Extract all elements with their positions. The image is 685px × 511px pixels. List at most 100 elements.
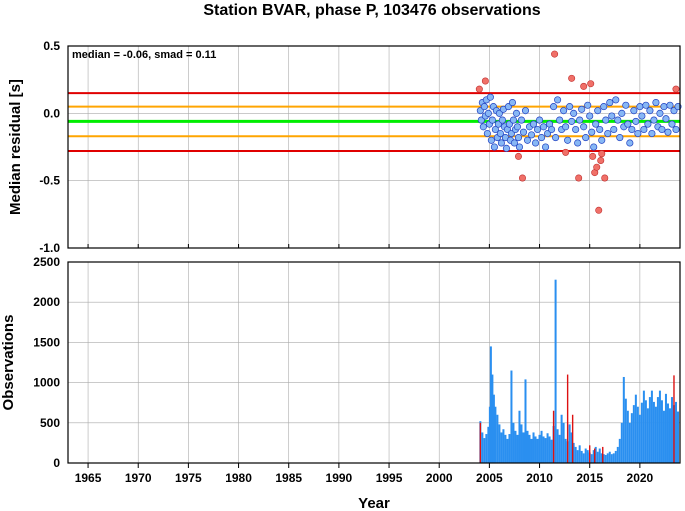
observation-bar bbox=[574, 446, 577, 463]
data-point bbox=[521, 107, 530, 115]
stats-annotation: median = -0.06, smad = 0.11 bbox=[72, 49, 216, 61]
observation-bar bbox=[610, 454, 613, 463]
observation-bar bbox=[496, 414, 499, 463]
observation-bar bbox=[582, 453, 585, 463]
observation-bar bbox=[634, 394, 637, 463]
data-point bbox=[508, 99, 517, 107]
observation-bar bbox=[512, 422, 515, 463]
observation-bar bbox=[568, 424, 571, 463]
data-point bbox=[578, 105, 586, 113]
data-point bbox=[552, 134, 560, 142]
chart-title: Station BVAR, phase P, 103476 observatio… bbox=[203, 2, 540, 19]
data-point bbox=[598, 136, 606, 144]
highlight-bar bbox=[479, 422, 482, 463]
outlier-point bbox=[589, 152, 597, 160]
data-point bbox=[550, 103, 558, 111]
data-point bbox=[514, 134, 523, 142]
data-point bbox=[650, 116, 658, 124]
data-point bbox=[570, 109, 578, 117]
data-point bbox=[638, 112, 646, 120]
data-point bbox=[660, 103, 668, 111]
observation-bar bbox=[520, 424, 523, 463]
observation-bar bbox=[676, 411, 679, 463]
observation-bar bbox=[536, 438, 539, 463]
data-point bbox=[523, 136, 532, 144]
observation-bar bbox=[491, 374, 494, 463]
data-point bbox=[616, 134, 624, 142]
observation-bar bbox=[544, 438, 547, 463]
outlier-point bbox=[597, 156, 605, 164]
data-point bbox=[656, 109, 664, 117]
data-point bbox=[519, 128, 528, 136]
observation-bar bbox=[530, 438, 533, 463]
observation-bar bbox=[612, 453, 615, 463]
data-point bbox=[531, 139, 540, 147]
observation-bar bbox=[660, 400, 663, 463]
data-point bbox=[554, 96, 562, 104]
observation-bar bbox=[656, 397, 659, 463]
data-point bbox=[487, 136, 495, 144]
observation-bar bbox=[636, 406, 639, 463]
highlight-bar bbox=[602, 446, 604, 463]
data-point bbox=[614, 116, 622, 124]
outlier-point bbox=[518, 174, 526, 182]
data-point bbox=[580, 123, 588, 131]
observation-bar bbox=[632, 405, 635, 463]
x-tick-label: 1975 bbox=[175, 471, 202, 485]
data-point bbox=[537, 134, 546, 142]
data-point bbox=[479, 123, 487, 131]
data-point bbox=[596, 125, 604, 134]
observation-bar bbox=[616, 446, 619, 463]
observation-bar bbox=[538, 434, 541, 463]
outlier-point bbox=[481, 77, 489, 85]
outlier-point bbox=[580, 82, 588, 90]
y-tick-label: 1500 bbox=[33, 335, 60, 349]
data-point bbox=[498, 116, 506, 124]
outlier-point bbox=[514, 152, 522, 160]
observation-bar bbox=[622, 376, 625, 463]
observation-bar bbox=[596, 451, 599, 463]
data-point bbox=[568, 117, 576, 125]
observation-bar bbox=[483, 438, 486, 463]
observations-panel: 1965 1970 1975 1980 1985 1990 1995 2000 2005 2010… bbox=[0, 255, 681, 511]
data-point bbox=[496, 129, 504, 138]
observation-bar bbox=[594, 446, 597, 463]
top-frame bbox=[67, 45, 681, 249]
data-point bbox=[574, 139, 582, 147]
y-tick-label: 0.0 bbox=[43, 106, 60, 120]
outlier-point bbox=[562, 148, 570, 156]
y-tick-label: 2000 bbox=[33, 295, 60, 309]
data-point bbox=[606, 99, 614, 107]
outlier-point bbox=[598, 150, 606, 158]
x-tick-label: 1985 bbox=[275, 471, 302, 485]
data-point bbox=[510, 139, 519, 147]
observation-bar bbox=[522, 432, 525, 463]
observation-bar bbox=[658, 390, 661, 463]
x-tick-label: 2005 bbox=[476, 471, 503, 485]
outlier-point bbox=[551, 50, 559, 58]
data-point bbox=[540, 123, 548, 131]
observation-bar bbox=[560, 414, 563, 463]
data-point bbox=[608, 112, 616, 120]
observation-bar bbox=[550, 439, 553, 463]
x-tick-label: 2010 bbox=[526, 471, 553, 485]
y-axis-label-residual: Median residual [s] bbox=[7, 79, 24, 215]
observation-bar bbox=[628, 422, 631, 463]
data-point bbox=[566, 103, 574, 111]
data-point bbox=[588, 128, 596, 136]
observation-bar bbox=[662, 410, 665, 463]
data-point bbox=[491, 125, 499, 134]
observation-bar bbox=[524, 379, 527, 463]
observation-bar bbox=[580, 450, 583, 463]
observation-bar bbox=[576, 450, 579, 463]
bottom-frame bbox=[67, 261, 681, 464]
highlight-bar bbox=[566, 374, 569, 463]
observation-bar bbox=[481, 432, 484, 463]
data-point bbox=[590, 143, 598, 151]
data-point bbox=[490, 143, 498, 151]
observation-bar bbox=[506, 438, 509, 463]
observation-bar bbox=[602, 454, 605, 463]
observation-bar bbox=[492, 394, 495, 463]
data-point bbox=[497, 139, 505, 147]
data-point bbox=[662, 115, 670, 123]
